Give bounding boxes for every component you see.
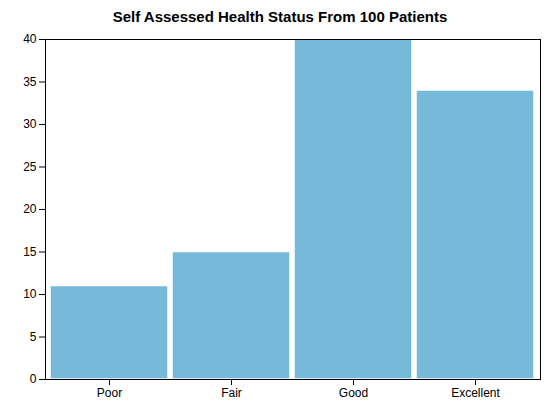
svg-text:15: 15: [23, 245, 37, 259]
svg-text:40: 40: [23, 32, 37, 46]
svg-text:Good: Good: [339, 386, 368, 400]
svg-text:5: 5: [30, 330, 37, 344]
svg-text:Excellent: Excellent: [451, 386, 500, 400]
svg-text:35: 35: [23, 75, 37, 89]
svg-text:Fair: Fair: [221, 386, 242, 400]
svg-text:Poor: Poor: [97, 386, 122, 400]
svg-text:10: 10: [23, 287, 37, 301]
html-text:Self Assessed Health Status Fr: Self Assessed Health Status From 100 Pat…: [112, 8, 448, 25]
svg-text:25: 25: [23, 160, 37, 174]
svg-text:30: 30: [23, 117, 37, 131]
svg-text:20: 20: [23, 202, 37, 216]
svg-text:0: 0: [30, 372, 37, 386]
